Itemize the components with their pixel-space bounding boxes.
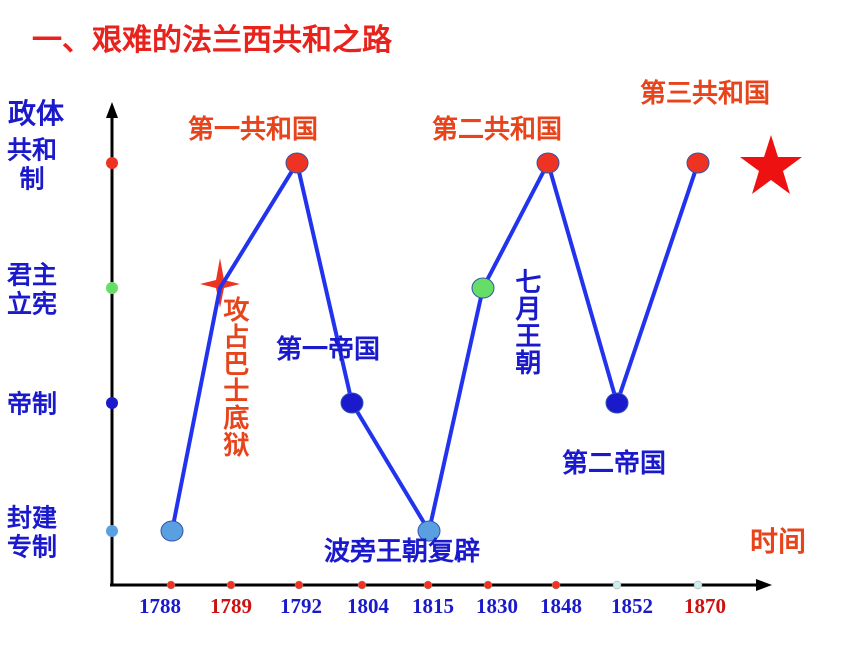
x-tick-label: 1852: [611, 594, 653, 618]
annotation: 第一共和国: [188, 115, 319, 145]
x-tick-label: 1789: [210, 594, 252, 618]
point: [160, 520, 184, 542]
point: [417, 520, 441, 542]
x-tick: [483, 580, 493, 590]
x-label: 时间: [750, 525, 807, 558]
x-tick-label: 1848: [540, 594, 582, 618]
x-tick: [294, 580, 304, 590]
annotation: 第二帝国: [562, 449, 667, 479]
x-arrow: [756, 579, 772, 591]
y-label: 政体: [8, 97, 65, 130]
y-tick-label: 共和制: [6, 135, 57, 193]
point: [686, 152, 710, 174]
y-tick: [106, 157, 118, 169]
star: [740, 135, 802, 194]
annotation: 攻占巴士底狱: [218, 296, 249, 458]
x-tick: [551, 580, 561, 590]
annotation: 波旁王朝复辟: [324, 537, 481, 567]
x-tick: [226, 580, 236, 590]
annotation: 第一帝国: [276, 335, 381, 365]
annotation: 第二共和国: [432, 115, 563, 145]
point: [340, 392, 364, 414]
y-tick-label: 君主立宪: [6, 260, 57, 318]
y-tick: [106, 525, 118, 537]
x-tick-label: 1830: [476, 594, 518, 618]
x-tick: [423, 580, 433, 590]
x-tick-label: 1804: [347, 594, 389, 618]
point: [285, 152, 309, 174]
y-tick: [106, 397, 118, 409]
x-tick: [166, 580, 176, 590]
point: [605, 392, 629, 414]
x-tick-label: 1788: [139, 594, 181, 618]
annotation: 七月王朝: [510, 268, 541, 376]
annotation: 第三共和国: [640, 79, 771, 109]
spark: [200, 258, 240, 308]
x-tick-label: 1792: [280, 594, 322, 618]
x-tick: [693, 580, 703, 590]
point: [471, 277, 495, 299]
y-tick: [106, 282, 118, 294]
y-arrow: [106, 102, 118, 118]
y-tick-label: 帝制: [6, 389, 57, 419]
x-tick-label: 1870: [684, 594, 726, 618]
y-tick-label: 封建专制: [6, 503, 57, 561]
x-tick: [357, 580, 367, 590]
point: [536, 152, 560, 174]
x-tick: [612, 580, 622, 590]
x-tick-label: 1815: [412, 594, 454, 618]
title: 一、艰难的法兰西共和之路: [32, 23, 392, 58]
